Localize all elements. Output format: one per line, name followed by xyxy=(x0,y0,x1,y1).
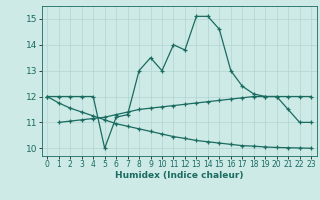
X-axis label: Humidex (Indice chaleur): Humidex (Indice chaleur) xyxy=(115,171,244,180)
